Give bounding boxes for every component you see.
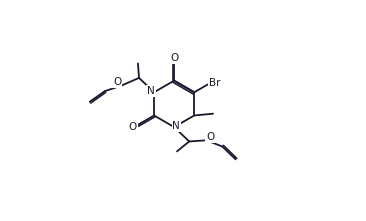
Text: O: O: [206, 132, 214, 142]
Text: O: O: [113, 77, 122, 87]
Text: O: O: [129, 122, 137, 132]
Text: N: N: [147, 86, 155, 96]
Text: N: N: [172, 121, 180, 131]
Text: Br: Br: [209, 78, 221, 88]
Text: O: O: [170, 53, 178, 63]
